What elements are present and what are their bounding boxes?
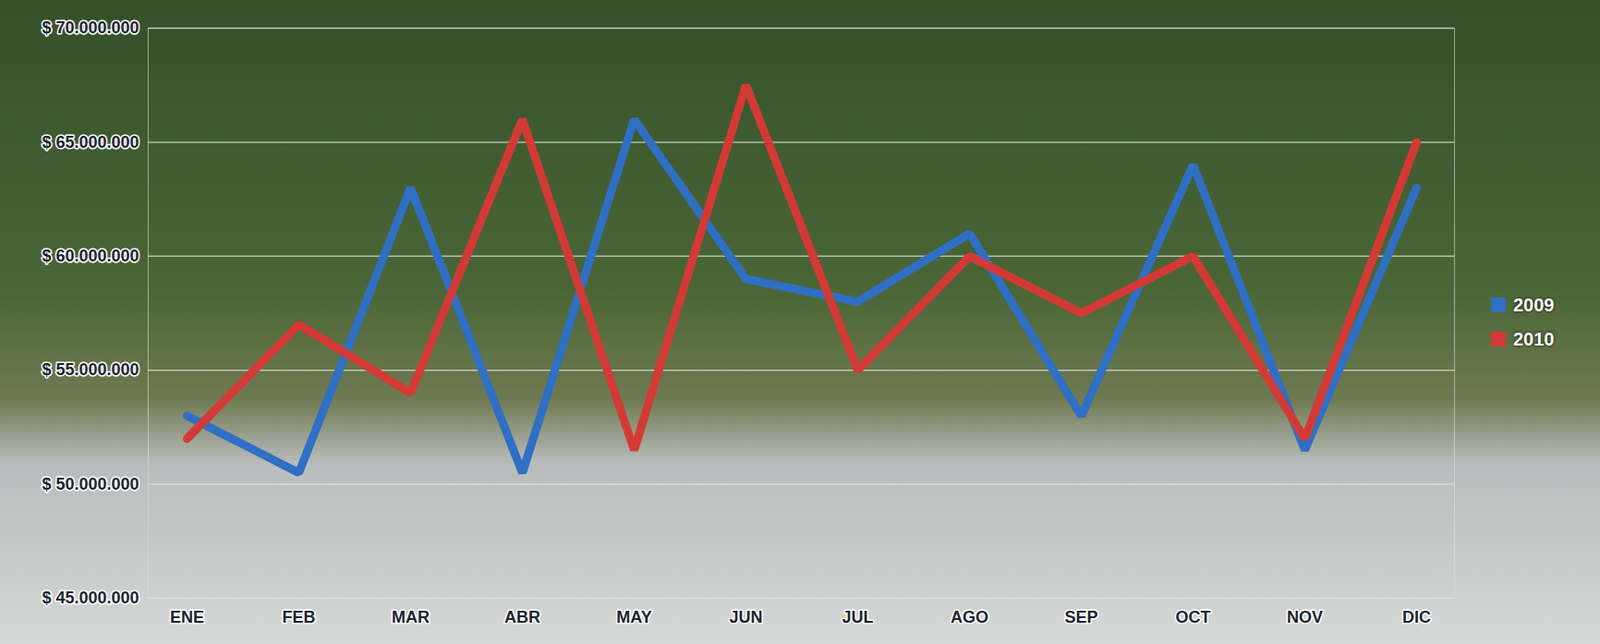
svg-text:$ 55.000.000: $ 55.000.000 [41, 360, 139, 379]
svg-text:NOV: NOV [1286, 607, 1323, 627]
svg-text:JUL: JUL [841, 607, 873, 627]
svg-text:SEP: SEP [1064, 607, 1098, 627]
svg-text:$ 65.000.000: $ 65.000.000 [41, 133, 139, 152]
svg-text:ABR: ABR [504, 607, 541, 627]
svg-text:JUN: JUN [728, 607, 763, 627]
svg-text:$ 60.000.000: $ 60.000.000 [41, 246, 139, 266]
svg-text:MAY: MAY [616, 607, 652, 627]
svg-text:AGO: AGO [950, 607, 989, 627]
html-text:2010: 2010 [1513, 328, 1555, 349]
html-text:2009: 2009 [1513, 294, 1555, 315]
svg-text:DIC: DIC [1402, 607, 1431, 627]
svg-text:MAR: MAR [391, 607, 430, 627]
svg-text:OCT: OCT [1175, 607, 1212, 627]
svg-text:FEB: FEB [282, 607, 316, 627]
svg-text:$ 50.000.000: $ 50.000.000 [41, 474, 139, 494]
svg-text:ENE: ENE [169, 607, 205, 627]
svg-text:$ 45.000.000: $ 45.000.000 [41, 588, 139, 607]
svg-text:$ 70.000.000: $ 70.000.000 [41, 18, 139, 37]
